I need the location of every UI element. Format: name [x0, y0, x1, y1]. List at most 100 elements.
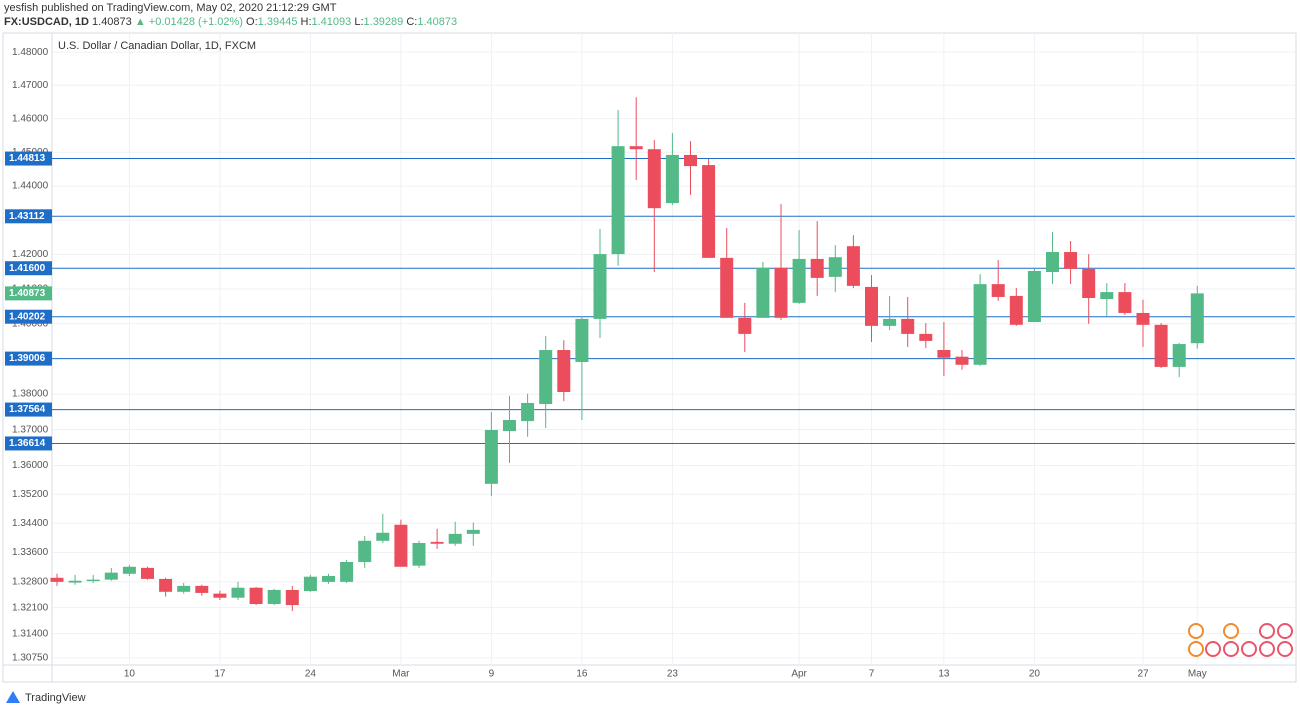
candle-body: [647, 149, 661, 209]
candle-body: [792, 258, 806, 303]
ohlc-value: 1.41093: [312, 16, 352, 28]
footer-text: TradingView: [25, 692, 86, 704]
candles: [50, 97, 1204, 612]
ohlc-value: 1.39289: [364, 16, 404, 28]
candle-body: [267, 589, 281, 604]
candle-body: [1154, 324, 1168, 367]
y-tick-label: 1.30750: [12, 653, 49, 664]
candle-body: [883, 318, 897, 326]
ohlc-value: 1.39445: [258, 16, 298, 28]
ohlc-label: C:: [406, 16, 417, 28]
candle-body: [539, 350, 553, 405]
x-tick-label: 7: [869, 669, 875, 680]
ohlc-label: L:: [354, 16, 363, 28]
x-tick-label: 16: [576, 669, 588, 680]
candle-body: [177, 585, 191, 592]
x-tick-label: 23: [667, 669, 679, 680]
candle-body: [141, 567, 154, 579]
x-tick-label: 13: [938, 669, 950, 680]
candle-body: [50, 577, 64, 582]
candle-body: [828, 257, 842, 277]
event-flags: [1188, 623, 1293, 657]
candle-body: [738, 317, 752, 334]
candle-body: [448, 533, 462, 544]
candle-body: [322, 575, 335, 582]
y-tick-label: 1.35200: [12, 489, 49, 500]
level-badge: [5, 402, 52, 417]
y-tick-label: 1.33600: [12, 547, 49, 558]
candle-body: [303, 576, 317, 592]
candle-body: [973, 284, 987, 365]
candle-body: [1190, 293, 1204, 344]
publisher: yesfish published on TradingView.com, Ma…: [4, 2, 337, 14]
level-badge: [5, 151, 52, 166]
level-badge: [5, 351, 52, 366]
x-tick-label: 9: [489, 669, 495, 680]
x-tick-label: Mar: [392, 669, 410, 680]
x-tick-label: Apr: [791, 669, 807, 680]
y-tick-label: 1.34400: [12, 518, 49, 529]
candle-body: [1100, 292, 1114, 300]
candle-body: [213, 593, 227, 598]
candle-body: [484, 430, 498, 484]
candle-body: [412, 542, 426, 566]
candle-body: [68, 580, 82, 583]
candle-body: [991, 284, 1005, 297]
footer-logo: TradingView: [6, 691, 86, 704]
x-tick-label: 17: [214, 669, 226, 680]
y-tick-label: 1.38000: [12, 389, 49, 400]
ohlc-value: 1.40873: [417, 16, 457, 28]
y-tick-label: 1.47000: [12, 80, 49, 91]
y-tick-label: 1.40000: [12, 318, 49, 329]
candle-body: [249, 587, 263, 604]
candle-body: [774, 267, 788, 318]
x-tick-label: 20: [1029, 669, 1041, 680]
candle-body: [665, 154, 679, 204]
candle-body: [611, 146, 625, 255]
level-label: 1.41600: [9, 263, 46, 274]
candle-body: [901, 318, 915, 334]
grid: [52, 33, 1295, 665]
y-tick-label: 1.48000: [12, 47, 49, 58]
y-tick-label: 1.32800: [12, 576, 49, 587]
symbol: FX:USDCAD, 1D: [4, 16, 89, 28]
y-tick-label: 1.36000: [12, 460, 49, 471]
candle-body: [195, 585, 209, 593]
candle-body: [430, 541, 444, 544]
candle-body: [955, 356, 969, 365]
candle-body: [340, 562, 354, 582]
y-tick-label: 1.46000: [12, 113, 49, 124]
legend-header: FX:USDCAD, 1D 1.40873 ▲ +0.01428 (+1.02%…: [4, 16, 457, 28]
candle-body: [865, 286, 878, 326]
level-badge: [5, 209, 52, 224]
candle-body: [1046, 252, 1059, 273]
x-tick-label: 24: [305, 669, 317, 680]
candle-body: [684, 154, 697, 167]
candle-body: [575, 318, 589, 362]
level-badge: [5, 261, 52, 276]
levels: [52, 158, 1295, 444]
chart-title: U.S. Dollar / Canadian Dollar, 1D, FXCM: [58, 40, 256, 52]
candle-body: [1082, 268, 1096, 299]
candle-body: [1009, 295, 1023, 325]
candle-body: [104, 572, 118, 580]
candle-body: [1064, 252, 1078, 269]
candle-body: [466, 529, 480, 534]
level-badge: [5, 309, 52, 324]
candle-body: [376, 532, 390, 541]
y-tick-label: 1.37000: [12, 424, 49, 435]
candle-body: [1136, 312, 1150, 325]
price-badge: [5, 286, 52, 301]
x-tick-label: 10: [124, 669, 136, 680]
candle-body: [702, 165, 716, 258]
price-badge-label: 1.40873: [9, 288, 46, 299]
level-badge: [5, 436, 52, 451]
candle-body: [521, 402, 535, 422]
chart-frame: [2, 32, 1297, 683]
candle-body: [122, 566, 136, 574]
level-label: 1.39006: [9, 353, 46, 364]
candle-body: [919, 333, 933, 341]
candle-body: [231, 587, 245, 598]
candle-body: [593, 254, 607, 319]
